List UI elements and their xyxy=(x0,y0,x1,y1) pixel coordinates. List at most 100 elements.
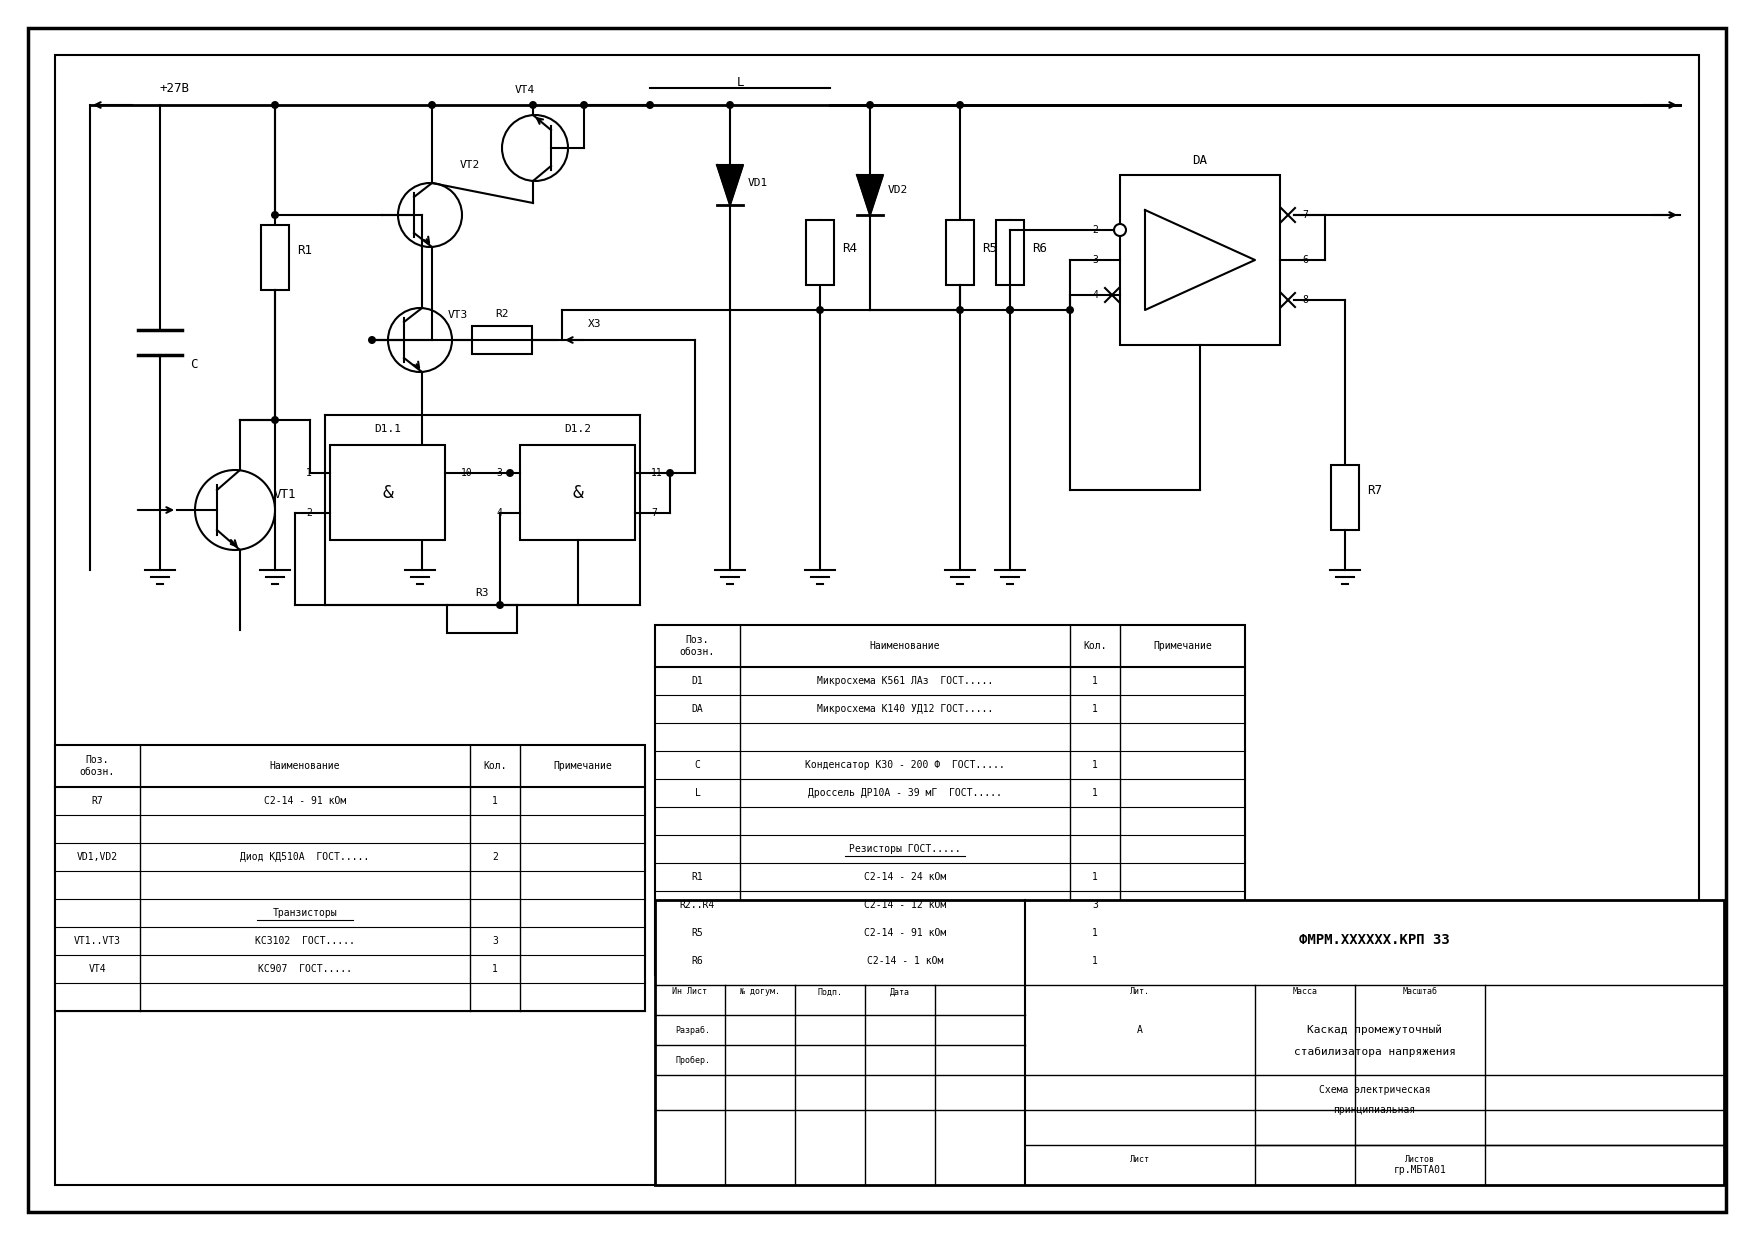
Text: DA: DA xyxy=(1193,154,1207,166)
Text: R4: R4 xyxy=(842,242,858,254)
Text: VT4: VT4 xyxy=(89,963,107,973)
Text: принципиальная: принципиальная xyxy=(1333,1105,1415,1115)
Text: ФМРМ.ХХХХХХ.КРП 33: ФМРМ.ХХХХХХ.КРП 33 xyxy=(1300,932,1451,947)
Text: Масса: Масса xyxy=(1293,987,1317,997)
Circle shape xyxy=(645,100,654,109)
Text: Резисторы ГОСТ.....: Резисторы ГОСТ..... xyxy=(849,844,961,854)
Text: VT1..VT3: VT1..VT3 xyxy=(74,936,121,946)
Text: 1: 1 xyxy=(307,467,312,477)
Circle shape xyxy=(272,211,279,219)
Text: Примечание: Примечание xyxy=(1152,641,1212,651)
Text: C: C xyxy=(189,358,198,372)
Text: VD1,VD2: VD1,VD2 xyxy=(77,852,118,862)
Text: 11: 11 xyxy=(651,467,663,477)
Bar xyxy=(1331,465,1359,529)
Circle shape xyxy=(398,184,461,247)
Text: Микросхема К561 ЛАз  ГОСТ.....: Микросхема К561 ЛАз ГОСТ..... xyxy=(817,676,993,686)
Text: R2..R4: R2..R4 xyxy=(681,900,716,910)
Text: Дата: Дата xyxy=(889,987,910,997)
Text: 3: 3 xyxy=(1093,255,1098,265)
Text: Лит.: Лит. xyxy=(1130,987,1151,997)
Text: C: C xyxy=(695,760,700,770)
Text: VD2: VD2 xyxy=(888,185,909,195)
Circle shape xyxy=(272,100,279,109)
Circle shape xyxy=(496,601,503,609)
Text: 7: 7 xyxy=(651,508,658,518)
Text: 2: 2 xyxy=(1093,224,1098,236)
Text: R3: R3 xyxy=(475,588,489,598)
Text: Микросхема К140 УД12 ГОСТ.....: Микросхема К140 УД12 ГОСТ..... xyxy=(817,704,993,714)
Text: 2: 2 xyxy=(307,508,312,518)
Text: Масштаб: Масштаб xyxy=(1403,987,1438,997)
Text: L: L xyxy=(695,787,700,799)
Text: Наименование: Наименование xyxy=(870,641,940,651)
Circle shape xyxy=(530,100,537,109)
Text: 6: 6 xyxy=(1301,255,1308,265)
Polygon shape xyxy=(717,165,744,205)
Text: VT2: VT2 xyxy=(460,160,481,170)
Text: 10: 10 xyxy=(461,467,474,477)
Text: 1: 1 xyxy=(1093,787,1098,799)
Text: Схема электрическая: Схема электрическая xyxy=(1319,1085,1430,1095)
Text: Поз.
обозн.: Поз. обозн. xyxy=(681,635,716,657)
Text: КС3102  ГОСТ.....: КС3102 ГОСТ..... xyxy=(254,936,354,946)
Bar xyxy=(330,445,446,539)
Text: 1: 1 xyxy=(1093,760,1098,770)
Circle shape xyxy=(956,306,965,314)
Text: стабилизатора напряжения: стабилизатора напряжения xyxy=(1293,1047,1456,1056)
Text: 4: 4 xyxy=(496,508,502,518)
Bar xyxy=(54,745,645,1011)
Text: Диод КД510А  ГОСТ.....: Диод КД510А ГОСТ..... xyxy=(240,852,370,862)
Text: Транзисторы: Транзисторы xyxy=(272,908,337,918)
Circle shape xyxy=(505,469,514,477)
Circle shape xyxy=(1007,306,1014,314)
Text: D1.1: D1.1 xyxy=(374,424,402,434)
Text: R7: R7 xyxy=(1366,484,1382,496)
Text: L: L xyxy=(737,77,744,89)
Text: С2-14 - 24 кОм: С2-14 - 24 кОм xyxy=(865,872,945,882)
Text: Кол.: Кол. xyxy=(484,761,507,771)
Bar xyxy=(654,900,1724,1185)
Bar xyxy=(261,224,289,290)
Text: D1.2: D1.2 xyxy=(565,424,591,434)
Text: Лист: Лист xyxy=(1130,1156,1151,1164)
Bar xyxy=(945,219,973,285)
Text: 1: 1 xyxy=(1093,928,1098,937)
Text: R2: R2 xyxy=(495,309,509,319)
Bar xyxy=(472,326,531,353)
Bar xyxy=(519,445,635,539)
Text: Разраб.: Разраб. xyxy=(675,1025,710,1034)
Text: DA: DA xyxy=(691,704,703,714)
Text: Ин Лист: Ин Лист xyxy=(672,987,707,997)
Circle shape xyxy=(1066,306,1073,314)
Circle shape xyxy=(428,100,437,109)
Text: R5: R5 xyxy=(691,928,703,937)
Text: Пробер.: Пробер. xyxy=(675,1055,710,1065)
Bar xyxy=(807,219,833,285)
Text: 4: 4 xyxy=(1093,290,1098,300)
Circle shape xyxy=(866,100,873,109)
Text: Кол.: Кол. xyxy=(1084,641,1107,651)
Text: 3: 3 xyxy=(496,467,502,477)
Text: VD1: VD1 xyxy=(747,179,768,188)
Circle shape xyxy=(1007,306,1014,314)
Text: Примечание: Примечание xyxy=(553,761,612,771)
Circle shape xyxy=(581,100,588,109)
Bar xyxy=(1121,175,1280,345)
Text: Листов: Листов xyxy=(1405,1156,1435,1164)
Text: &: & xyxy=(382,484,393,501)
Circle shape xyxy=(956,100,965,109)
Text: 1: 1 xyxy=(493,963,498,973)
Text: Подп.: Подп. xyxy=(817,987,842,997)
Circle shape xyxy=(667,469,674,477)
Text: С2-14 - 12 кОм: С2-14 - 12 кОм xyxy=(865,900,945,910)
Circle shape xyxy=(368,336,375,343)
Text: Конденсатор К30 - 200 Ф  ГОСТ.....: Конденсатор К30 - 200 Ф ГОСТ..... xyxy=(805,760,1005,770)
Text: 1: 1 xyxy=(1093,676,1098,686)
Text: Дроссель ДР10А - 39 мГ  ГОСТ.....: Дроссель ДР10А - 39 мГ ГОСТ..... xyxy=(809,787,1002,799)
Text: № догум.: № догум. xyxy=(740,987,781,997)
Text: 7: 7 xyxy=(1301,210,1308,219)
Text: Наименование: Наименование xyxy=(270,761,340,771)
Text: VT3: VT3 xyxy=(447,310,468,320)
Text: R1: R1 xyxy=(691,872,703,882)
